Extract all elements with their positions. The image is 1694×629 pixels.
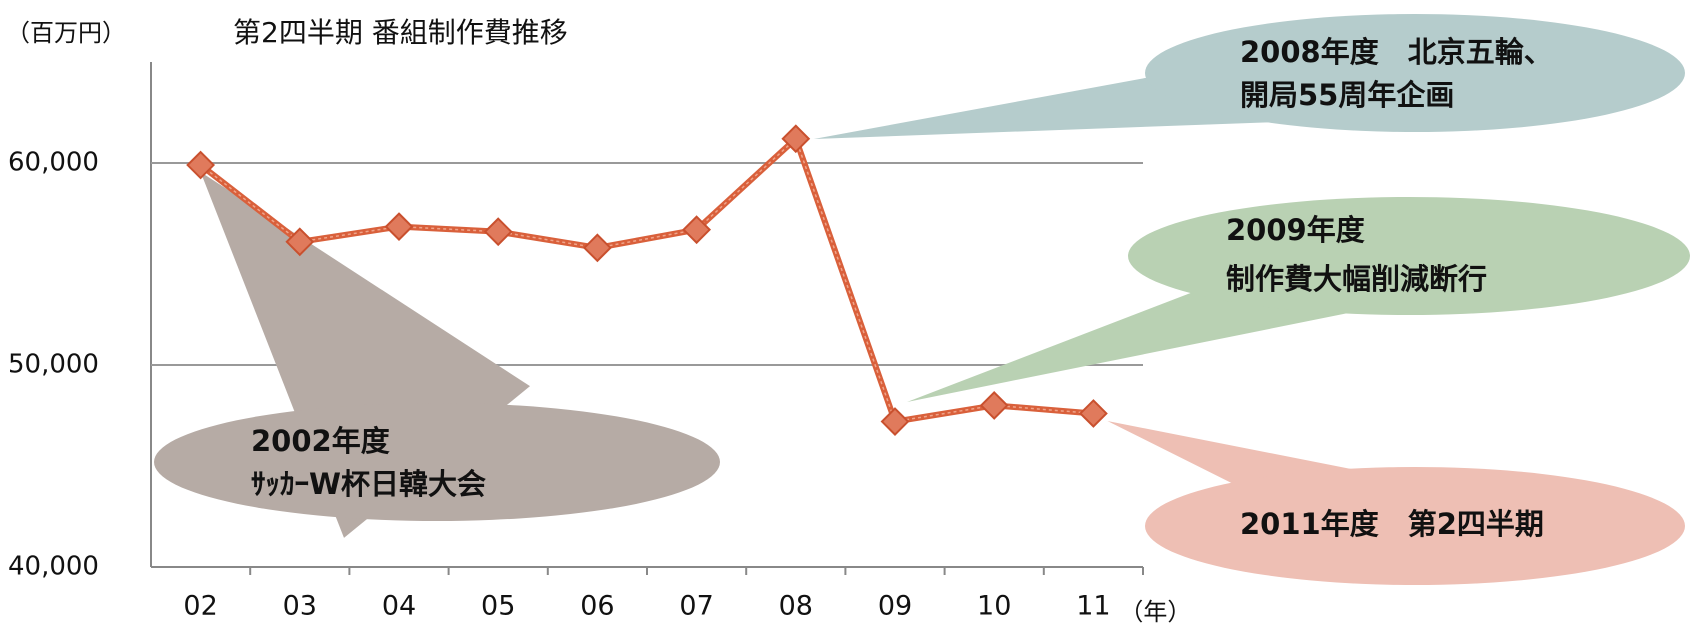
x-tick-label: 08 (779, 591, 813, 622)
callout-bubble (1128, 197, 1690, 315)
x-tick-label: 11 (1076, 591, 1110, 622)
chart-title: 第2四半期 番組制作費推移 (233, 16, 568, 49)
data-point (186, 150, 216, 180)
y-tick-label: 60,000 (8, 148, 99, 178)
x-tick-label: 03 (283, 591, 317, 622)
x-tick-label: 10 (977, 591, 1011, 622)
data-point (880, 407, 910, 436)
annotation-text: 制作費大幅削減断行 (1226, 262, 1487, 296)
annotation: 2011年度 第2四半期 (1107, 421, 1685, 585)
data-point (483, 217, 513, 247)
data-point (582, 233, 612, 263)
annotation: 2002年度 ｻｯｶｰW杯日韓大会 (154, 172, 720, 538)
series-line-highlight (200, 137, 1094, 423)
data-point (682, 215, 712, 245)
x-tick-label: 05 (481, 591, 515, 622)
callout-bubble (1145, 14, 1685, 132)
callout-bubble (1145, 467, 1685, 585)
data-point (285, 227, 315, 257)
x-tick-label: 04 (382, 591, 416, 622)
x-axis-label: （年） (1119, 598, 1191, 626)
data-point (1078, 399, 1108, 428)
annotation-text: 開局55周年企画 (1240, 78, 1454, 112)
x-tick-label: 02 (183, 591, 217, 622)
y-axis-label: （百万円） (6, 19, 126, 47)
callout-bubble (154, 403, 720, 521)
data-point (781, 124, 811, 154)
data-point (384, 212, 414, 242)
annotation-text: 2011年度 第2四半期 (1240, 507, 1544, 541)
y-tick-label: 50,000 (8, 350, 99, 380)
x-tick-label: 07 (679, 591, 713, 622)
annotation: 2008年度 北京五輪、開局55周年企画 (813, 14, 1685, 140)
annotation-text: ｻｯｶｰW杯日韓大会 (251, 467, 486, 501)
y-tick-label: 40,000 (8, 552, 99, 582)
data-point (979, 390, 1009, 420)
x-tick-label: 06 (580, 591, 614, 622)
x-tick-label: 09 (878, 591, 912, 622)
annotation-text: 2008年度 北京五輪、 (1240, 35, 1553, 69)
annotation-text: 2002年度 (251, 424, 390, 458)
annotation-text: 2009年度 (1226, 213, 1365, 247)
